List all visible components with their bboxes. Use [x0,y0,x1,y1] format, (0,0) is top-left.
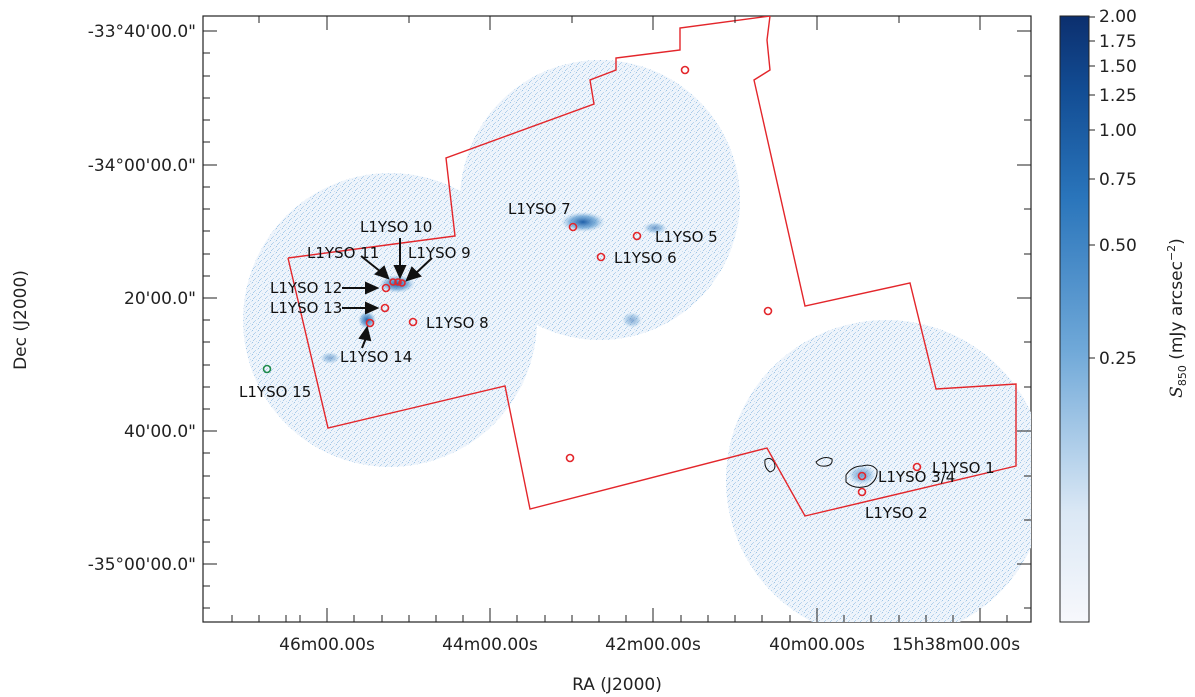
arrows [342,238,433,349]
label-yso10: L1YSO 10 [360,218,432,236]
label-yso7: L1YSO 7 [508,200,571,218]
cb-label-s: S [1167,386,1187,398]
cb-tick-6: 0.75 [1099,170,1137,190]
survey-footprint [287,16,1017,517]
marker-yso13 [380,303,390,313]
marker-unlabeled-2 [763,306,773,316]
marker-yso1 [912,462,922,472]
cb-tick-2: 1.75 [1099,32,1137,52]
xtick-4: 40m00.00s [769,635,865,655]
marker-yso2 [857,487,867,497]
ytick-1: -33°40'00.0" [88,22,196,42]
emission-faint-1 [643,222,667,234]
field-southeast [726,320,1031,622]
field-west [243,173,537,467]
x-axis-title: RA (J2000) [572,675,662,695]
marker-yso6 [596,252,606,262]
label-yso12: L1YSO 12 [270,279,342,297]
label-yso6: L1YSO 6 [614,249,677,267]
cb-label-exp: −2 [1165,245,1178,261]
ytick-2: -34°00'00.0" [88,156,196,176]
marker-yso15 [262,364,272,374]
marker-yso10 [394,278,402,286]
marker-yso11 [389,278,397,286]
cb-tick-4: 1.25 [1099,86,1137,106]
cb-tick-5: 1.00 [1099,121,1137,141]
label-yso5: L1YSO 5 [655,228,718,246]
marker-yso34 [857,471,867,481]
cb-tick-7: 0.50 [1099,236,1137,256]
contour-2 [815,457,833,467]
contour-1 [764,457,776,473]
marker-yso12 [381,283,391,293]
field-north [460,60,740,340]
label-yso9: L1YSO 9 [408,244,471,262]
label-yso34: L1YSO 3/4 [878,468,955,486]
xtick-2: 44m00.00s [442,635,538,655]
colorbar-label: S850 (mJy arcsec−2) [1165,238,1189,398]
contour-3 [845,464,878,488]
label-yso14: L1YSO 14 [340,348,412,366]
label-yso11: L1YSO 11 [307,244,379,262]
xtick-1: 46m00.00s [279,635,375,655]
cb-tick-8: 0.25 [1099,349,1137,369]
cb-label-units: (mJy arcsec [1167,261,1187,365]
cb-tick-3: 1.50 [1099,57,1137,77]
emission-peak-yso7 [561,212,605,232]
xtick-3: 42m00.00s [605,635,701,655]
cb-label-close: ) [1167,238,1187,245]
cb-label-sub: 850 [1176,365,1189,386]
emission-peak-yso9-11 [379,275,415,293]
ytick-3: 20'00.0" [124,289,196,309]
emission-faint-4 [848,465,876,485]
label-yso1: L1YSO 1 [932,459,995,477]
label-yso13: L1YSO 13 [270,299,342,317]
label-yso2: L1YSO 2 [865,504,928,522]
xtick-5: 15h38m00.00s [892,635,1020,655]
map-area [243,16,1031,622]
colorbar [1059,15,1090,623]
marker-yso7 [568,222,578,232]
colorbar-ticks [1089,16,1095,359]
marker-unlabeled-3 [565,453,575,463]
marker-yso14 [365,318,375,328]
marker-yso8 [408,317,418,327]
emission-faint-3 [320,352,340,364]
cb-tick-1: 2.00 [1099,7,1137,27]
label-yso8: L1YSO 8 [426,314,489,332]
marker-unlabeled-1 [680,65,690,75]
emission-faint-2 [622,312,642,328]
marker-yso5 [632,231,642,241]
frame-ticks [203,16,1031,622]
label-yso15: L1YSO 15 [239,383,311,401]
marker-yso9 [398,279,406,287]
ytick-5: -35°00'00.0" [88,555,196,575]
y-axis-title: Dec (J2000) [11,270,31,370]
ytick-4: 40'00.0" [124,422,196,442]
